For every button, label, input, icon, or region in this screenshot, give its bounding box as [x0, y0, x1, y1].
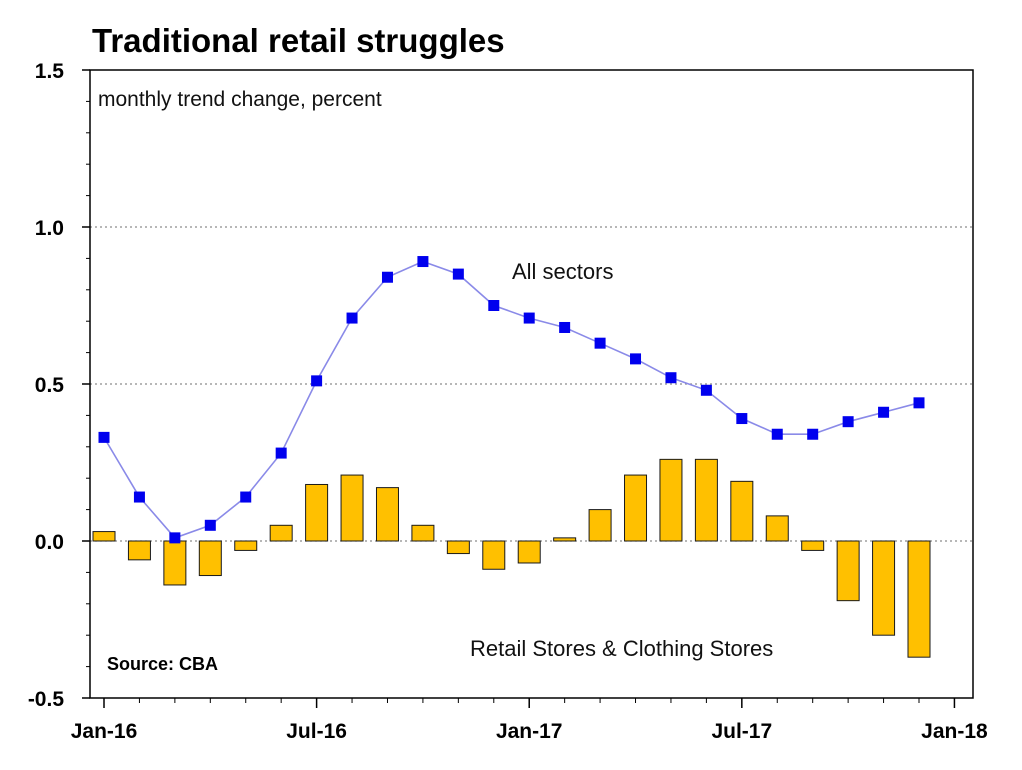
source-note: Source: CBA — [107, 654, 218, 674]
line-point-4 — [240, 491, 252, 503]
x-tick-label-2: Jan-17 — [496, 720, 563, 743]
y-tick-label-4: 1.5 — [35, 60, 65, 83]
bar-17 — [694, 458, 718, 542]
bar-15 — [624, 474, 648, 542]
line-point-20 — [807, 428, 819, 440]
y-tick-label-0: -0.5 — [28, 688, 65, 711]
line-point-9 — [417, 256, 429, 268]
line-point-18 — [736, 413, 748, 425]
bar-12 — [517, 540, 541, 564]
bar-1 — [127, 540, 151, 561]
line-point-8 — [381, 271, 393, 283]
all-sectors-line — [103, 260, 920, 539]
line-series — [98, 256, 925, 544]
bar-16 — [659, 458, 683, 542]
x-axis: Jan-16 Jul-16 Jan-17 Jul-17 Jan-18 — [71, 698, 988, 743]
line-point-17 — [700, 384, 712, 396]
line-point-21 — [842, 416, 854, 428]
line-point-15 — [630, 353, 642, 365]
line-point-23 — [913, 397, 925, 409]
y-axis: -0.5 0.0 0.5 1.0 1.5 — [28, 60, 90, 711]
y-tick-label-2: 0.5 — [35, 374, 65, 397]
y-tick-label-1: 0.0 — [35, 531, 64, 554]
bar-19 — [765, 515, 789, 542]
bar-23 — [907, 540, 931, 658]
line-point-10 — [452, 268, 464, 280]
bar-9 — [411, 524, 435, 542]
line-point-12 — [523, 312, 535, 324]
bar-series — [92, 458, 931, 658]
x-tick-label-0: Jan-16 — [71, 720, 138, 743]
line-point-6 — [311, 375, 323, 387]
y-tick-label-3: 1.0 — [35, 217, 64, 240]
line-point-3 — [204, 519, 216, 531]
bar-20 — [801, 540, 825, 551]
line-point-1 — [133, 491, 145, 503]
bar-3 — [198, 540, 222, 577]
bar-5 — [269, 524, 293, 542]
bar-14 — [588, 509, 612, 542]
bar-13 — [553, 537, 577, 542]
x-tick-label-3: Jul-17 — [711, 720, 772, 743]
series-label-all-sectors: All sectors — [512, 259, 613, 284]
line-point-14 — [594, 337, 606, 349]
bar-21 — [836, 540, 860, 602]
bar-7 — [340, 474, 364, 542]
line-point-7 — [346, 312, 358, 324]
bar-8 — [375, 487, 399, 542]
chart-subtitle: monthly trend change, percent — [98, 88, 382, 111]
series-label-retail-clothing: Retail Stores & Clothing Stores — [470, 636, 773, 661]
line-point-16 — [665, 372, 677, 384]
bar-2 — [163, 540, 187, 586]
line-point-13 — [559, 321, 571, 333]
bar-18 — [730, 480, 754, 542]
chart-title: Traditional retail struggles — [92, 22, 505, 59]
line-point-2 — [169, 532, 181, 544]
bar-11 — [482, 540, 506, 570]
line-point-11 — [488, 300, 500, 311]
x-tick-label-4: Jan-18 — [921, 720, 988, 743]
bar-10 — [446, 540, 470, 555]
line-point-0 — [98, 431, 110, 443]
line-point-22 — [878, 406, 890, 418]
x-tick-label-1: Jul-16 — [286, 720, 347, 743]
bar-4 — [234, 540, 258, 551]
line-point-5 — [275, 447, 287, 459]
bar-0 — [92, 531, 116, 542]
line-point-19 — [771, 428, 783, 440]
bar-22 — [872, 540, 896, 636]
bar-6 — [305, 483, 329, 542]
